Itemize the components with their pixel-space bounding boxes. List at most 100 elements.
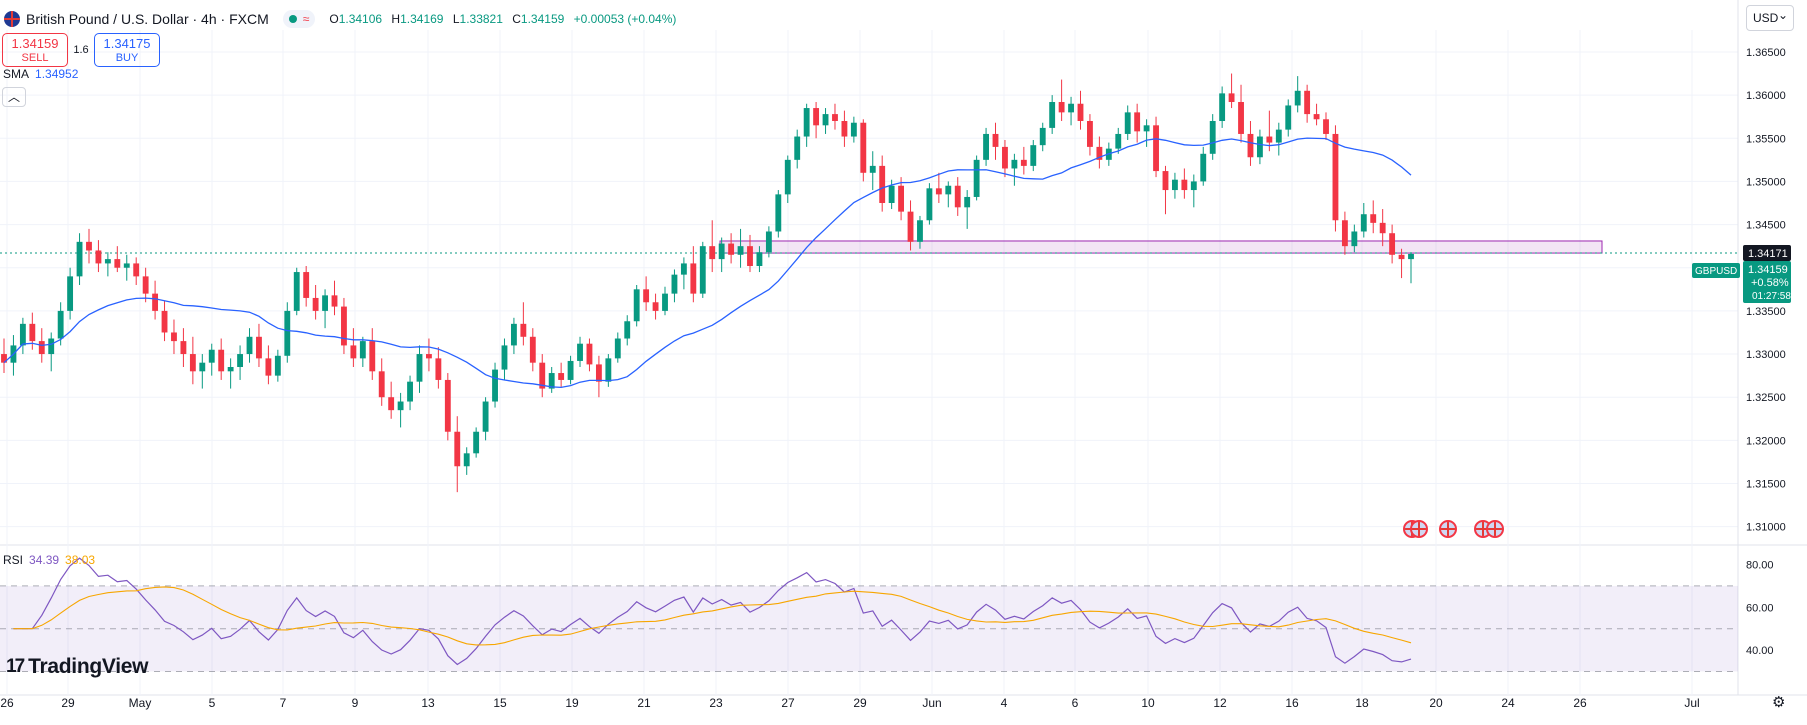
rsi-tick-label: 60.00 (1746, 602, 1774, 614)
candle-down (142, 276, 149, 294)
candle-down (133, 263, 140, 277)
price-tick-label: 1.32500 (1746, 392, 1786, 404)
candle-down (189, 354, 196, 372)
candle-down (1266, 136, 1273, 143)
candle-down (388, 397, 395, 411)
spread-value: 1.6 (73, 44, 89, 56)
time-tick-label: 29 (61, 696, 75, 710)
candle-down (114, 259, 121, 268)
candle-up (1190, 181, 1197, 191)
collapse-legend-button[interactable]: ︿ (2, 87, 26, 107)
candle-up (1275, 129, 1282, 143)
time-tick-label: 20 (1429, 696, 1443, 710)
candle-up (492, 369, 498, 402)
time-tick-label: Jul (1684, 696, 1699, 710)
rsi-panel (0, 585, 1738, 672)
candle-down (586, 343, 593, 365)
candle-down (1304, 90, 1311, 115)
time-tick-label: 4 (1001, 696, 1008, 710)
candle-down (1247, 133, 1254, 158)
candle-down (1238, 102, 1244, 134)
candle-down (435, 358, 442, 380)
candle-up (1030, 145, 1037, 166)
time-tick-label: 29 (853, 696, 867, 710)
candle-up (237, 354, 244, 367)
usd-event-icon[interactable] (1486, 520, 1504, 538)
candle-down (841, 121, 848, 137)
candle-down (935, 188, 942, 195)
candle-up (19, 323, 26, 346)
price-axis[interactable]: 1.365001.360001.355001.350001.345001.340… (1746, 47, 1786, 657)
candle-up (227, 367, 234, 372)
market-open-icon (288, 15, 297, 23)
realtime-icon: ≈ (302, 12, 310, 26)
ask-price-label: 1.34171 (1748, 248, 1788, 260)
candle-down (1181, 179, 1188, 191)
time-tick-label: 26 (0, 696, 14, 710)
candle-up (57, 310, 64, 339)
candle-up (463, 453, 470, 467)
candle-up (1351, 231, 1358, 247)
candle-up (1256, 136, 1263, 158)
candle-up (208, 349, 215, 363)
candle-up (1039, 127, 1046, 146)
candle-down (312, 297, 319, 311)
rsi-tick-label: 80.00 (1746, 560, 1774, 572)
candle-down (29, 323, 36, 342)
candle-up (76, 241, 83, 277)
chevron-up-icon: ︿ (7, 90, 20, 104)
candle-up (1200, 153, 1207, 182)
candle-down (341, 306, 347, 346)
rsi-legend[interactable]: RSI 34.39 38.03 (3, 553, 96, 567)
support-zone[interactable] (0, 240, 1738, 254)
last-price-tag (1743, 260, 1791, 303)
settings-gear-icon[interactable]: ⚙ (1772, 694, 1786, 711)
candle-down (171, 332, 177, 342)
time-axis[interactable]: 26 29 May 5 7 9 13 15 19 21 23 27 29 Jun 4 6 10 12 16 18 20 2… (0, 696, 1699, 710)
candle-up (926, 188, 933, 221)
candle-down (444, 379, 451, 432)
time-tick-label: 19 (565, 696, 579, 710)
tradingview-mark-icon: 17 (6, 656, 25, 677)
rsi-tick-label: 40.00 (1746, 645, 1774, 657)
candle-up (983, 133, 989, 160)
buy-button[interactable]: 1.34175 BUY (94, 33, 160, 67)
candle-down (350, 345, 357, 359)
candle-up (416, 354, 423, 382)
sma-line-path (3, 137, 1412, 389)
candle-up (1209, 121, 1216, 154)
candle-down (378, 371, 385, 398)
candle-down (1134, 112, 1141, 132)
ohlc-values: O1.34106 H1.34169 L1.33821 C1.34159 +0.0… (329, 12, 677, 26)
symbol-title[interactable]: British Pound / U.S. Dollar · 4h · FXCM (26, 11, 269, 27)
gbp-event-icon[interactable] (1410, 520, 1428, 538)
sell-button[interactable]: 1.34159 SELL (2, 33, 68, 67)
candle-up (1219, 93, 1226, 121)
candle-up (1408, 253, 1414, 260)
candle-up (577, 343, 583, 361)
candle-down (728, 243, 735, 255)
market-status[interactable]: ≈ (282, 10, 316, 28)
candle-up (1171, 179, 1178, 191)
sma-legend[interactable]: SMA 1.34952 (3, 67, 79, 81)
candle-down (95, 250, 102, 264)
candle-up (104, 259, 111, 264)
candle-down (38, 341, 45, 355)
candle-up (1285, 105, 1292, 130)
time-tick-label: 24 (1501, 696, 1515, 710)
candle-up (1360, 214, 1367, 232)
time-tick-label: 10 (1141, 696, 1155, 710)
candle-down (1389, 233, 1396, 255)
time-tick-label: 6 (1072, 696, 1079, 710)
candle-up (737, 246, 744, 255)
currency-selector[interactable]: USD (1746, 3, 1794, 31)
candle-up (945, 185, 952, 195)
candle-down (161, 310, 168, 333)
time-tick-label: 26 (1573, 696, 1587, 710)
candle-up (482, 401, 489, 432)
candle-down (180, 341, 187, 355)
price-tick-label: 1.32000 (1746, 435, 1786, 447)
support-zone-rect (719, 240, 1603, 254)
gbp-event-icon[interactable] (1439, 520, 1457, 538)
